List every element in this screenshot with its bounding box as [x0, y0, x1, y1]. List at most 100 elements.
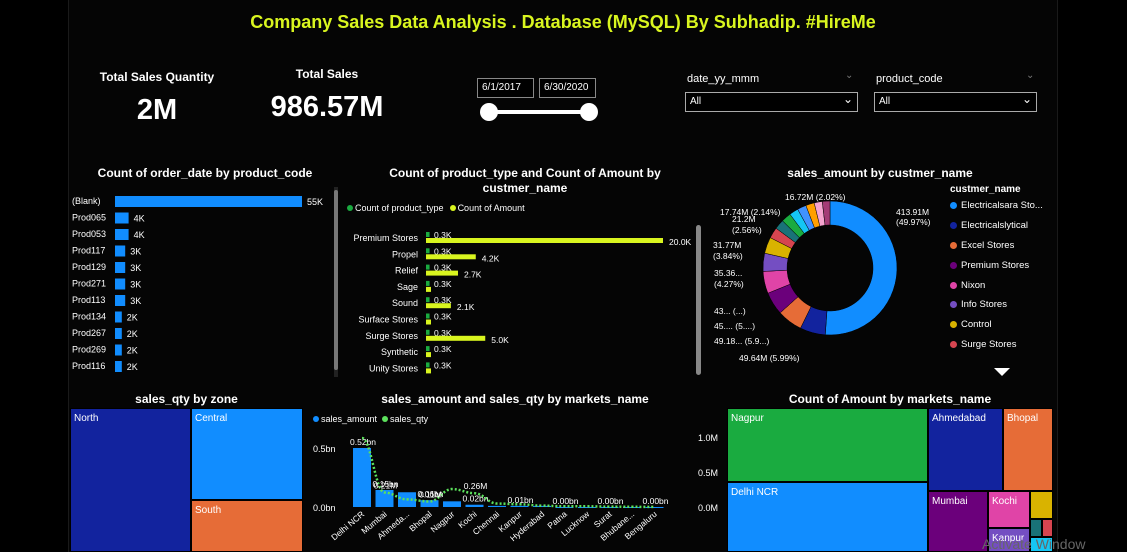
amount-bar [353, 448, 371, 507]
chevron-down-icon[interactable]: ⌄ [1026, 70, 1035, 81]
kpi-qty-value: 2M [136, 94, 178, 126]
treemap-tile[interactable]: Mumbai [928, 491, 988, 552]
zone-treemap-title: sales_qty by zone [135, 392, 238, 406]
tile-label: Bhopal [1007, 413, 1039, 424]
amount-bar [426, 352, 431, 358]
legend-item[interactable]: Nixon [950, 275, 1050, 295]
treemap-tile[interactable]: Ahmedabad [928, 408, 1003, 491]
amount-bar [426, 319, 431, 325]
chevron-down-icon: ⌄ [842, 92, 853, 106]
slicer-product-label: product_code [876, 73, 943, 85]
slicer-date-select[interactable]: All ⌄ [685, 92, 858, 112]
legend-item[interactable]: Premium Stores [950, 255, 1050, 275]
bar-category-label: Prod116 [72, 361, 105, 371]
legend-item[interactable]: Surge Stores [950, 335, 1050, 355]
tile-label: Delhi NCR [731, 487, 779, 498]
product-type-label: 0.3K [434, 328, 452, 338]
donut-slice-label: 31.77M [713, 240, 741, 250]
legend-item[interactable]: Electricalsara Sto... [950, 196, 1050, 216]
product-type-label: 0.3K [434, 230, 452, 240]
donut-slice-label: 45.... (5....) [714, 321, 755, 331]
category-label: Relief [395, 266, 419, 276]
donut-slice-label: 413.91M [896, 207, 929, 217]
legend-item-sales-qty: sales_qty [382, 414, 428, 424]
zone-treemap: North Central South [70, 408, 303, 552]
scrollbar-thumb[interactable] [334, 190, 338, 370]
bar-category-label: Prod053 [72, 229, 106, 239]
treemap-tile[interactable] [1030, 491, 1053, 519]
donut-slice-label: 16.72M (2.02%) [785, 192, 846, 202]
donut-slice-label: (3.84%) [713, 251, 743, 261]
right-axis-tick: 0.5M [698, 468, 718, 478]
treemap-tile[interactable]: Bhopal [1003, 408, 1053, 491]
slicer-product-select[interactable]: All ⌄ [874, 92, 1037, 112]
slicer-product-value: All [879, 96, 891, 107]
treemap-tile[interactable]: Kanpur [988, 528, 1030, 552]
bar [115, 262, 126, 273]
product-type-bar [426, 297, 430, 303]
slicer-date-value: All [690, 96, 702, 107]
date-slider-end-handle[interactable] [580, 103, 598, 121]
amount-label: 0.00bn [598, 496, 624, 506]
amount-bar [488, 505, 506, 507]
treemap-tile[interactable]: Delhi NCR [727, 482, 928, 552]
legend-label: Info Stores [961, 299, 1007, 311]
treemap-tile[interactable]: Central [191, 408, 303, 500]
donut-slice-label: (49.97%) [896, 217, 931, 227]
amount-bar [426, 368, 431, 374]
product-type-bar [426, 280, 430, 286]
amount-label: 0.15bn [373, 479, 399, 489]
chevron-down-icon: ⌄ [1021, 92, 1032, 106]
treemap-tile[interactable] [1042, 519, 1053, 537]
bar-value-label: 2K [127, 346, 138, 356]
amount-bar [426, 286, 431, 292]
bar-category-label: Prod271 [72, 279, 106, 289]
legend-dot [950, 301, 957, 309]
chevron-down-icon[interactable]: ⌄ [845, 70, 854, 81]
legend-item-amount: Count of Amount [449, 203, 525, 213]
bar-value-label: 4K [134, 230, 145, 240]
qty-label: 0.21M [374, 481, 398, 491]
bar-chart-title: Count of order_date by product_code [97, 166, 313, 180]
legend-dot [950, 261, 957, 269]
bar-category-label: Prod129 [72, 262, 106, 272]
x-category-label: Delhi NCR [329, 509, 366, 542]
legend-scroll-down-icon[interactable] [994, 368, 1010, 376]
treemap-tile[interactable]: South [191, 500, 303, 552]
treemap-tile[interactable] [1030, 519, 1042, 537]
scrollbar-thumb[interactable] [696, 225, 701, 375]
bar-category-label: Prod065 [72, 213, 106, 223]
category-label: Synthetic [381, 347, 419, 357]
bar [115, 328, 122, 339]
legend-dot [950, 241, 957, 249]
donut-slice-label: 43... (...) [714, 306, 746, 316]
amount-bar [443, 501, 461, 507]
markets-treemap: Nagpur Delhi NCR Ahmedabad Bhopal Mumbai… [727, 408, 1053, 552]
date-slider-start-handle[interactable] [480, 103, 498, 121]
category-label: Premium Stores [353, 233, 418, 243]
legend-item[interactable]: Info Stores [950, 295, 1050, 315]
legend-label: Premium Stores [961, 259, 1030, 271]
amount-bar [600, 507, 619, 508]
legend-item[interactable]: Excel Stores [950, 236, 1050, 256]
legend-label: Electricalslytical [961, 220, 1029, 232]
date-end-input[interactable]: 6/30/2020 [539, 78, 596, 98]
product-type-label: 0.3K [434, 246, 452, 256]
amount-bar [578, 507, 596, 508]
legend-item[interactable]: Electricalslytical [950, 216, 1050, 236]
amount-label: 0.01bn [508, 495, 534, 505]
bar [115, 229, 129, 240]
treemap-tile[interactable]: North [70, 408, 191, 552]
treemap-tile[interactable]: Kochi [988, 491, 1030, 528]
bar-value-label: 3K [130, 263, 141, 273]
date-slider-track[interactable] [490, 110, 588, 114]
bar-chart: (Blank) 55K Prod065 4K Prod053 4K Prod117 3K Pro… [72, 196, 323, 372]
legend-item-product-type: Count of product_type [347, 203, 444, 213]
donut-chart: 413.91M(49.97%) 49.64M (5.99%) 49.18... (5… [713, 192, 931, 363]
qty-label: 0.26M [464, 481, 488, 491]
date-start-input[interactable]: 6/1/2017 [477, 78, 534, 98]
legend-item[interactable]: Control [950, 315, 1050, 335]
right-axis-tick: 0.0M [698, 503, 718, 513]
treemap-tile[interactable]: Nagpur [727, 408, 928, 482]
donut-legend: Electricalsara Sto... Electricalslytical E… [950, 196, 1050, 354]
